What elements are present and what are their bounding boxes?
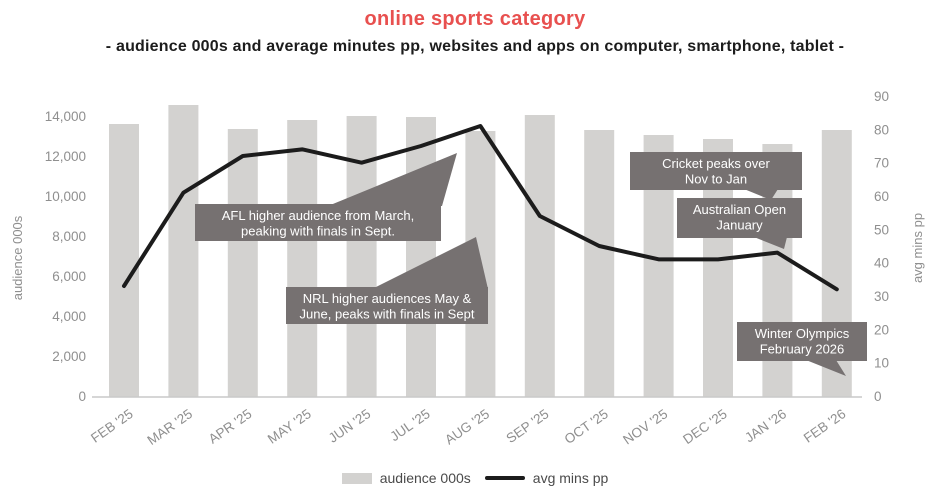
x-tick-label: APR '25: [206, 406, 255, 446]
right-axis-title: avg mins pp: [910, 213, 925, 283]
callout-pointer-australian-open: [754, 237, 787, 249]
legend-label-audience: audience 000s: [379, 470, 471, 486]
callout-text-afl: AFL higher audience from March,: [222, 208, 414, 223]
right-axis-tick-label: 90: [874, 89, 889, 104]
x-tick-label: JAN '26: [742, 406, 789, 445]
legend-item-audience: audience 000s: [341, 470, 471, 486]
x-tick-label: MAY '25: [265, 406, 314, 447]
callout-text-cricket: Nov to Jan: [685, 172, 747, 187]
bar-may-25: [287, 120, 318, 397]
chart-legend: audience 000s avg mins pp: [0, 470, 950, 486]
callout-text-nrl: June, peaks with finals in Sept: [300, 307, 475, 322]
left-axis-tick-label: 12,000: [45, 149, 86, 164]
right-axis-tick-label: 30: [874, 289, 889, 304]
left-axis-tick-label: 10,000: [45, 189, 86, 204]
x-tick-label: SEP '25: [503, 406, 551, 446]
callout-box-winter-olympics: [737, 322, 867, 361]
x-tick-label: DEC '25: [680, 406, 729, 447]
right-axis-tick-label: 80: [874, 122, 889, 137]
x-tick-label: NOV '25: [620, 406, 670, 447]
callout-pointer-winter-olympics: [806, 360, 846, 376]
bar-swatch-icon: [341, 472, 372, 484]
left-axis-tick-label: 4,000: [52, 309, 86, 324]
x-tick-label: FEB '25: [88, 406, 136, 446]
x-tick-label: MAR '25: [144, 406, 195, 448]
callout-text-winter-olympics: Winter Olympics: [755, 326, 850, 341]
legend-label-mins: avg mins pp: [532, 470, 609, 486]
chart-header: online sports category - audience 000s a…: [0, 8, 950, 56]
right-axis-tick-label: 50: [874, 222, 889, 237]
left-axis-tick-label: 14,000: [45, 109, 86, 124]
line-swatch-icon: [484, 476, 525, 480]
left-axis-tick-label: 2,000: [52, 349, 86, 364]
right-axis-tick-label: 10: [874, 356, 889, 371]
right-axis-tick-label: 20: [874, 322, 889, 337]
bar-sep-25: [524, 115, 555, 397]
callout-text-afl: peaking with finals in Sept.: [241, 224, 395, 239]
callout-box-nrl: [286, 287, 488, 324]
bar-oct-25: [584, 130, 615, 397]
callout-text-winter-olympics: February 2026: [760, 342, 845, 357]
left-axis-tick-label: 8,000: [52, 229, 86, 244]
page-title: online sports category: [364, 8, 586, 30]
x-tick-label: JUL '25: [387, 406, 432, 444]
bar-jul-25: [406, 117, 436, 397]
right-axis-tick-label: 70: [874, 156, 889, 171]
left-axis-tick-label: 6,000: [52, 269, 86, 284]
page-subtitle: - audience 000s and average minutes pp, …: [105, 38, 845, 55]
callout-text-australian-open: January: [716, 218, 763, 233]
bar-feb-25: [109, 124, 139, 397]
right-axis-tick-label: 40: [874, 256, 889, 271]
avg-mins-line: [122, 124, 839, 292]
callout-box-australian-open: [677, 198, 802, 238]
callout-box-afl: [195, 204, 441, 241]
right-axis-tick-label: 60: [874, 189, 889, 204]
callout-pointer-cricket: [744, 189, 778, 200]
x-tick-label: OCT '25: [562, 406, 611, 447]
bar-mar-25: [168, 105, 199, 397]
callout-pointer-nrl: [372, 237, 488, 289]
callout-pointer-afl: [328, 153, 457, 206]
callout-box-cricket: [630, 152, 802, 190]
legend-item-mins: avg mins pp: [484, 470, 609, 486]
x-tick-label: JUN '25: [326, 406, 374, 446]
bar-apr-25: [227, 129, 258, 397]
left-axis-title: audience 000s: [10, 215, 25, 300]
left-axis-tick-label: 0: [78, 389, 86, 404]
callout-text-nrl: NRL higher audiences May &: [303, 291, 472, 306]
x-tick-label: FEB '26: [801, 406, 849, 446]
right-axis-tick-label: 0: [874, 389, 882, 404]
callout-text-cricket: Cricket peaks over: [662, 156, 770, 171]
callout-text-australian-open: Australian Open: [693, 202, 786, 217]
x-tick-label: AUG '25: [442, 406, 492, 447]
